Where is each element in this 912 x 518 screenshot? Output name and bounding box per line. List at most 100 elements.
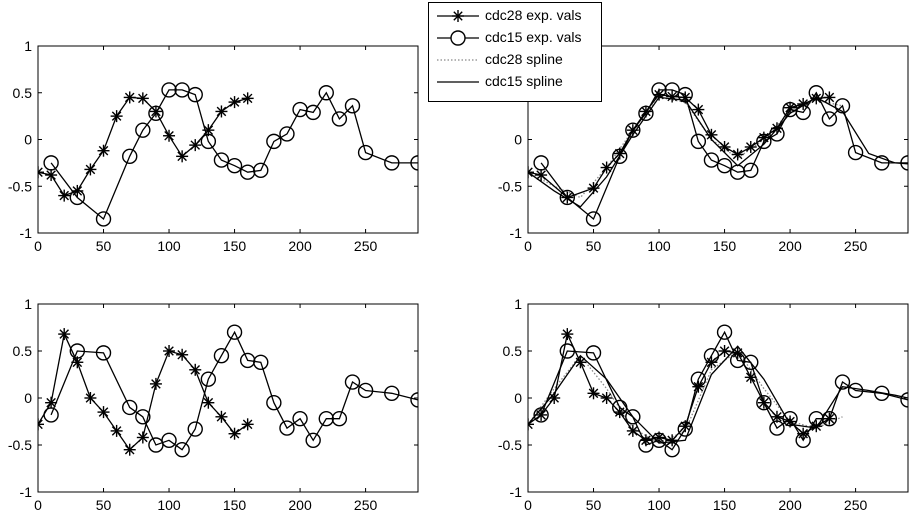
star-marker-stroke xyxy=(38,423,43,430)
cdc28-data-point xyxy=(744,371,757,384)
legend-entry-cdc15-spline: cdc15 spline xyxy=(429,71,601,93)
cdc15-data-point xyxy=(874,155,890,171)
cdc28-data-point xyxy=(228,427,241,440)
y-tick-label: 0 xyxy=(24,132,32,148)
x-tick-label: 150 xyxy=(713,497,737,513)
star-marker-stroke xyxy=(177,151,187,162)
cdc15-data-point xyxy=(847,144,864,161)
cdc28-data-point xyxy=(45,169,58,182)
cdc15-data-point xyxy=(756,395,772,411)
star-marker-stroke xyxy=(824,92,835,103)
cdc28-data-point xyxy=(38,166,44,179)
cdc15-data-point xyxy=(410,392,418,408)
star-marker-stroke xyxy=(641,435,651,446)
cdc28-data-point xyxy=(149,377,162,390)
cdc15-data-point xyxy=(200,371,217,387)
cdc15-data-point xyxy=(187,421,203,437)
cdc15-data-point xyxy=(638,105,654,122)
x-tick-label: 50 xyxy=(96,497,112,513)
star-marker-stroke xyxy=(111,111,122,121)
y-tick-label: 0 xyxy=(24,390,32,406)
cdc15-data-point xyxy=(344,98,361,114)
star-marker-stroke xyxy=(528,419,533,426)
star-marker-stroke xyxy=(229,97,240,107)
cdc15-data-point xyxy=(533,407,549,423)
cdc15-data-point xyxy=(769,126,785,142)
cdc15-data-point xyxy=(213,348,230,364)
cdc15-data-point xyxy=(187,86,203,103)
star-marker-stroke xyxy=(798,99,808,109)
cdc15-data-point xyxy=(533,155,549,171)
cdc15-data-point xyxy=(161,432,177,448)
star-marker-icon xyxy=(437,10,479,22)
cdc15-data-point xyxy=(253,162,269,179)
star-marker-stroke xyxy=(59,329,70,339)
star-marker-stroke xyxy=(38,419,43,426)
star-marker-stroke xyxy=(98,145,109,156)
cdc15-data-point xyxy=(148,105,164,122)
x-tick-label: 200 xyxy=(288,497,312,513)
cdc15-data-point xyxy=(821,410,838,427)
star-marker-stroke xyxy=(216,106,227,117)
star-marker-stroke xyxy=(575,357,586,368)
cdc15-data-point xyxy=(266,133,282,150)
cdc15-data-point xyxy=(69,189,86,206)
cdc28-data-point xyxy=(84,163,97,176)
cdc15-data-point xyxy=(808,410,824,427)
cdc28-data-point xyxy=(600,392,613,404)
star-marker-stroke xyxy=(528,171,533,178)
cdc15-data-point xyxy=(690,371,707,387)
cdc28-data-point xyxy=(797,97,810,110)
cdc15-data-point xyxy=(305,104,321,121)
cdc15-data-point xyxy=(677,421,693,437)
star-marker-stroke xyxy=(216,412,227,422)
cdc15-data-point xyxy=(161,82,177,98)
cdc28-data-point xyxy=(574,356,587,369)
cdc28-data-point xyxy=(163,345,176,357)
star-marker-stroke xyxy=(85,393,96,403)
cdc15-data-point xyxy=(690,133,707,150)
x-tick-label: 250 xyxy=(354,238,378,254)
star-marker-stroke xyxy=(528,423,533,430)
cdc28-data-point xyxy=(163,129,176,142)
cdc15-data-point xyxy=(43,407,59,423)
star-marker-stroke xyxy=(588,183,599,193)
y-tick-label: -0.5 xyxy=(498,178,522,194)
cdc15-data-point xyxy=(226,324,243,340)
cdc15-data-point xyxy=(122,148,138,165)
cdc15-data-point xyxy=(900,155,908,171)
cdc15-data-point xyxy=(357,144,374,161)
cdc15-data-point xyxy=(344,374,361,390)
y-tick-label: 1 xyxy=(24,296,32,312)
star-marker-stroke xyxy=(111,426,122,436)
cdc15-data-point xyxy=(756,133,772,150)
cdc28-data-point xyxy=(528,418,534,431)
cdc15-data-point xyxy=(135,122,151,138)
x-tick-label: 100 xyxy=(157,238,181,254)
star-marker-stroke xyxy=(745,142,756,152)
cdc15-data-point xyxy=(200,133,217,150)
cdc15-data-point xyxy=(384,385,400,401)
series-group xyxy=(528,324,908,458)
cdc28-data-point xyxy=(202,396,215,409)
series-group xyxy=(38,324,418,458)
y-tick-label: -1 xyxy=(510,225,523,241)
cdc15-data-point xyxy=(795,432,811,448)
star-marker-stroke xyxy=(811,93,822,104)
star-marker-stroke xyxy=(536,410,546,420)
star-marker-stroke xyxy=(719,346,730,356)
cdc15-data-point xyxy=(305,432,321,448)
cdc15-data-point xyxy=(769,420,785,436)
cdc28-data-point xyxy=(241,92,254,105)
star-marker-stroke xyxy=(745,372,756,383)
cdc15-data-point xyxy=(612,148,628,165)
star-marker-stroke xyxy=(138,93,148,104)
cdc28-data-point xyxy=(528,166,534,179)
x-tick-label: 100 xyxy=(157,497,181,513)
cdc15-data-point xyxy=(266,395,282,411)
cdc15-data-point xyxy=(331,410,348,427)
cdc15-data-point xyxy=(834,98,851,114)
star-marker-stroke xyxy=(719,142,730,152)
cdc28-data-point xyxy=(189,363,202,376)
cdc15-data-point xyxy=(43,155,59,171)
